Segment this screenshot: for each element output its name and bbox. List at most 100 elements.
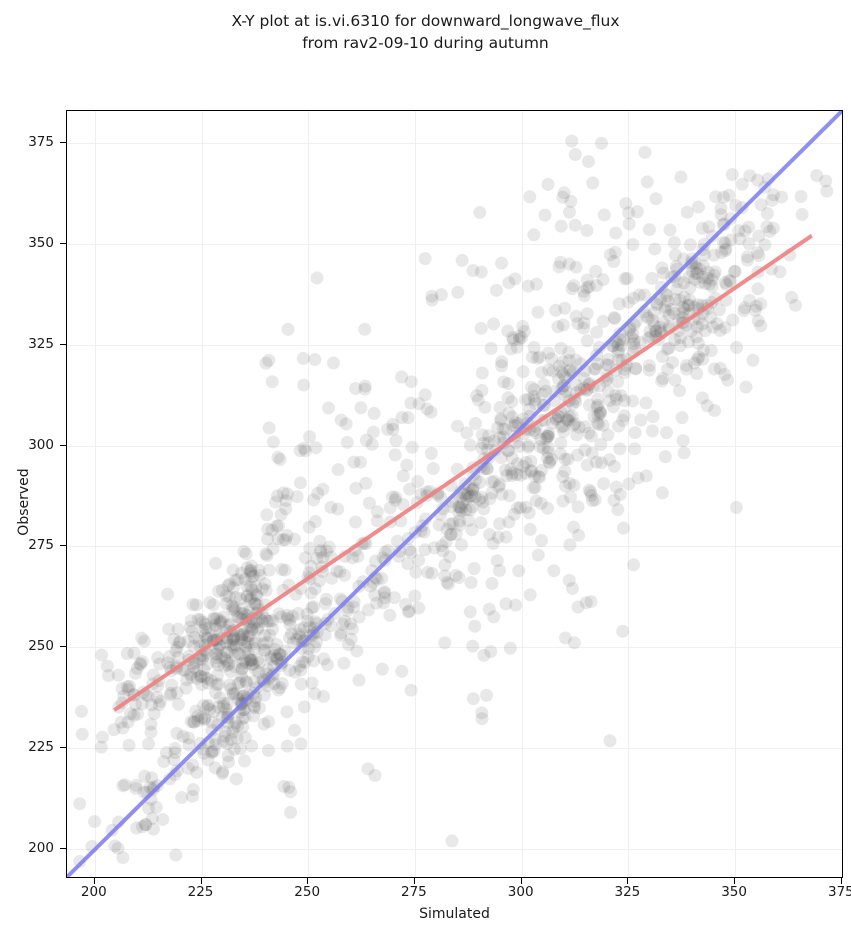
scatter-point bbox=[361, 603, 375, 617]
scatter-point bbox=[474, 265, 488, 279]
scatter-point bbox=[308, 353, 322, 367]
scatter-point bbox=[682, 298, 696, 312]
scatter-point bbox=[510, 468, 524, 482]
scatter-point bbox=[198, 670, 212, 684]
scatter-point bbox=[389, 434, 403, 448]
scatter-point bbox=[325, 571, 339, 585]
scatter-point bbox=[366, 425, 380, 439]
scatter-point bbox=[283, 618, 297, 632]
scatter-point bbox=[221, 646, 235, 660]
scatter-point bbox=[546, 364, 560, 378]
scatter-point bbox=[362, 496, 376, 510]
scatter-point bbox=[446, 516, 460, 530]
scatter-point bbox=[742, 220, 756, 234]
scatter-point bbox=[253, 568, 267, 582]
scatter-point bbox=[234, 630, 248, 644]
scatter-point bbox=[656, 266, 670, 280]
scatter-point bbox=[476, 436, 490, 450]
scatter-point bbox=[238, 731, 252, 745]
scatter-point bbox=[503, 489, 517, 503]
scatter-point bbox=[219, 597, 233, 611]
scatter-point bbox=[153, 694, 167, 708]
scatter-point bbox=[403, 482, 417, 496]
scatter-point bbox=[121, 683, 135, 697]
scatter-point bbox=[127, 708, 141, 722]
scatter-point bbox=[696, 259, 710, 273]
scatter-point bbox=[487, 474, 501, 488]
scatter-point bbox=[206, 598, 220, 612]
scatter-point bbox=[460, 492, 474, 506]
scatter-point bbox=[514, 468, 528, 482]
scatter-point bbox=[256, 614, 269, 628]
scatter-point bbox=[350, 644, 364, 658]
scatter-point bbox=[205, 723, 219, 737]
scatter-point bbox=[171, 651, 185, 664]
scatter-point bbox=[658, 304, 672, 317]
scatter-point bbox=[668, 333, 682, 347]
scatter-point bbox=[617, 332, 631, 346]
scatter-point bbox=[541, 445, 555, 459]
scatter-point bbox=[152, 657, 166, 671]
scatter-point bbox=[444, 528, 457, 542]
scatter-point bbox=[475, 383, 489, 397]
scatter-point bbox=[596, 273, 610, 287]
scatter-point bbox=[279, 533, 293, 547]
scatter-point bbox=[645, 271, 659, 285]
scatter-point bbox=[111, 841, 125, 855]
scatter-point bbox=[301, 650, 315, 664]
scatter-point bbox=[151, 651, 165, 664]
scatter-point bbox=[228, 687, 242, 701]
scatter-point bbox=[136, 820, 149, 834]
scatter-point bbox=[695, 391, 709, 405]
scatter-point bbox=[621, 295, 635, 309]
scatter-point bbox=[221, 707, 235, 721]
scatter-point bbox=[577, 321, 591, 335]
scatter-point bbox=[182, 738, 196, 752]
scatter-point bbox=[705, 229, 719, 243]
scatter-point bbox=[298, 444, 312, 458]
scatter-point bbox=[156, 812, 170, 826]
scatter-points-layer bbox=[73, 134, 834, 868]
scatter-point bbox=[347, 455, 361, 469]
scatter-point bbox=[678, 302, 691, 316]
regression-line bbox=[113, 234, 813, 712]
scatter-point bbox=[524, 380, 538, 394]
scatter-point bbox=[549, 413, 563, 427]
scatter-point bbox=[472, 493, 486, 507]
scatter-point bbox=[700, 399, 714, 413]
scatter-point bbox=[295, 655, 309, 669]
scatter-point bbox=[681, 298, 695, 312]
scatter-point bbox=[509, 598, 523, 612]
scatter-point bbox=[349, 381, 363, 395]
scatter-point bbox=[698, 324, 712, 338]
scatter-point bbox=[163, 688, 177, 702]
scatter-point bbox=[629, 362, 643, 376]
scatter-point bbox=[205, 744, 219, 758]
scatter-point bbox=[541, 501, 555, 515]
scatter-point bbox=[211, 718, 225, 732]
scatter-point bbox=[718, 236, 732, 250]
scatter-point bbox=[257, 688, 271, 702]
scatter-point bbox=[75, 727, 89, 741]
scatter-point bbox=[377, 596, 391, 610]
scatter-point bbox=[283, 785, 297, 799]
scatter-point bbox=[412, 553, 426, 567]
scatter-point bbox=[452, 506, 466, 520]
scatter-point bbox=[238, 754, 252, 768]
scatter-point bbox=[571, 500, 585, 514]
scatter-point bbox=[226, 631, 240, 645]
scatter-point bbox=[249, 587, 263, 601]
y-tick-label: 350 bbox=[28, 235, 54, 251]
scatter-point bbox=[138, 769, 152, 783]
scatter-point bbox=[273, 681, 287, 695]
scatter-point bbox=[585, 446, 599, 460]
scatter-point bbox=[608, 245, 622, 259]
scatter-point bbox=[222, 755, 236, 769]
scatter-point bbox=[167, 632, 181, 646]
scatter-point bbox=[358, 382, 372, 396]
scatter-point bbox=[377, 585, 391, 599]
scatter-point bbox=[233, 627, 247, 641]
scatter-point bbox=[245, 623, 259, 637]
scatter-point bbox=[565, 409, 579, 423]
scatter-point bbox=[246, 657, 260, 671]
